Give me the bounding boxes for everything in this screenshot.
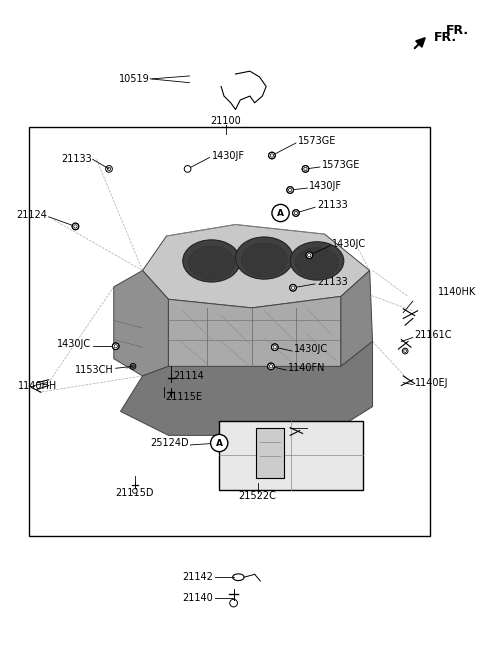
Ellipse shape [296,248,338,278]
Text: 21119B: 21119B [273,457,311,467]
Text: 1140FN: 1140FN [288,363,326,373]
Circle shape [269,152,276,159]
Text: 21133: 21133 [317,200,348,210]
Text: A: A [216,438,223,447]
Text: FR.: FR. [434,31,457,44]
Text: 1140GD: 1140GD [309,420,349,431]
Text: 21114: 21114 [173,371,204,381]
Circle shape [211,434,228,451]
Text: 21100: 21100 [211,116,241,126]
Text: A: A [277,208,284,217]
Text: 21115E: 21115E [166,392,203,402]
Bar [219,421,363,490]
Circle shape [302,166,309,172]
Circle shape [292,210,299,216]
Text: 1430JF: 1430JF [309,181,342,191]
Circle shape [289,284,296,291]
Circle shape [132,489,137,493]
Text: 21133: 21133 [317,277,348,287]
Text: 21161C: 21161C [415,330,452,340]
Text: 21124: 21124 [16,210,47,220]
Text: 21115D: 21115D [116,488,154,498]
Text: 21140: 21140 [183,593,214,603]
Text: 10519: 10519 [119,74,149,84]
Text: 1430JF: 1430JF [212,150,244,160]
Text: 1430JC: 1430JC [294,344,328,354]
Text: 1140HH: 1140HH [18,380,57,390]
Ellipse shape [183,240,240,282]
Polygon shape [120,342,372,436]
Text: 1430JC: 1430JC [57,339,91,350]
Text: FR.: FR. [445,24,468,37]
Text: 25124D: 25124D [150,438,189,448]
Bar [256,428,284,478]
Text: 1153CH: 1153CH [75,365,114,375]
Bar [29,127,430,536]
Polygon shape [143,225,370,308]
Circle shape [184,166,191,172]
Ellipse shape [241,243,287,277]
Ellipse shape [189,246,235,280]
Polygon shape [168,296,341,378]
Text: 1140EJ: 1140EJ [415,378,448,388]
Circle shape [272,204,289,221]
Circle shape [287,187,293,193]
Circle shape [306,252,312,259]
Ellipse shape [290,242,344,280]
Text: 1573GE: 1573GE [322,160,360,170]
Text: 1140HK: 1140HK [438,286,476,296]
Polygon shape [114,271,168,376]
Polygon shape [341,271,372,367]
Text: 21142: 21142 [182,572,214,582]
Ellipse shape [236,237,293,279]
Circle shape [268,363,275,370]
Text: 21133: 21133 [61,154,92,164]
Text: 21522C: 21522C [239,491,276,501]
Circle shape [112,343,119,350]
Circle shape [272,344,278,351]
Circle shape [72,223,79,230]
Text: 1430JC: 1430JC [332,238,366,249]
Text: 1573GE: 1573GE [298,136,336,146]
